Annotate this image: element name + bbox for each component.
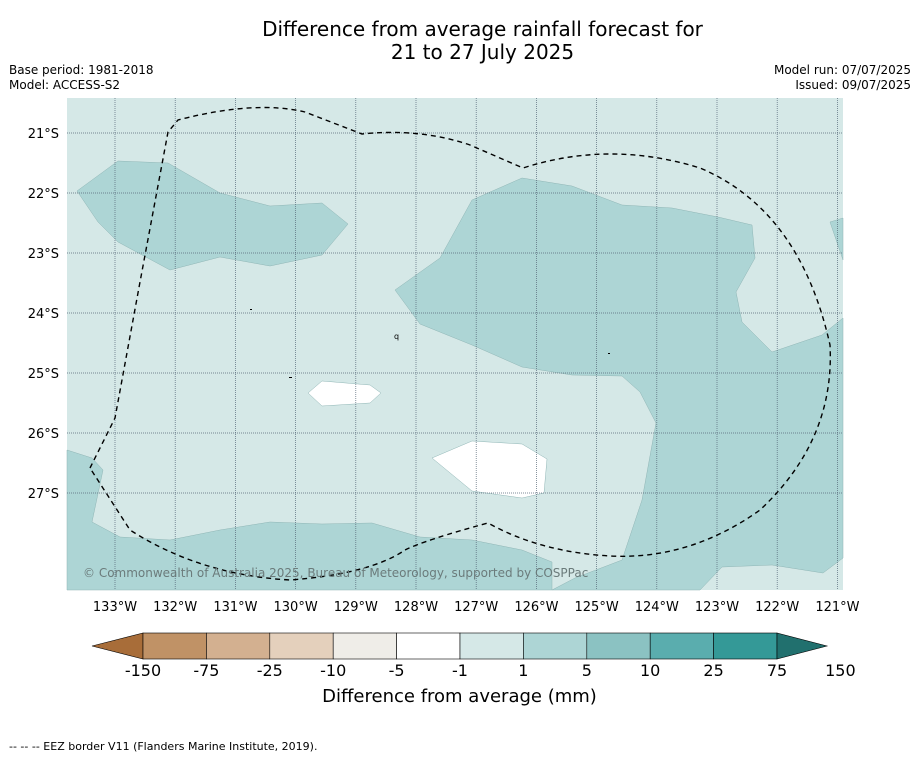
longitude-label: 128°W [394, 600, 438, 615]
colorbar-tick-label: 150 [825, 661, 856, 680]
map-title: Difference from average rainfall forecas… [0, 18, 919, 64]
island-speck [250, 309, 252, 310]
map-panel: q © Commonwealth of Australia 2025, Bure… [66, 98, 844, 591]
colorbar [91, 632, 829, 660]
colorbar-tick-label: 1 [518, 661, 529, 680]
latitude-label: 24°S [28, 307, 59, 322]
rain-5-10-central-patch [394, 177, 844, 591]
rain-5-10-west-patch [76, 160, 349, 271]
colorbar-tick-label: 75 [766, 661, 788, 680]
longitude-label: 127°W [454, 600, 498, 615]
meta-right: Model run: 07/07/2025 Issued: 09/07/2025 [774, 63, 911, 93]
longitude-label: 130°W [274, 600, 318, 615]
meta-left: Base period: 1981-2018 Model: ACCESS-S2 [9, 63, 154, 93]
longitude-label: 133°W [93, 600, 137, 615]
colorbar-title: Difference from average (mm) [322, 686, 597, 707]
title-line-2: 21 to 27 July 2025 [390, 40, 575, 64]
colorbar-bin [459, 632, 524, 660]
colorbar-tick-label: -1 [452, 661, 468, 680]
colorbar-bin [396, 632, 461, 660]
eez-legend-footer: -- -- -- EEZ border V11 (Flanders Marine… [9, 740, 318, 753]
colorbar-tick-label: -10 [320, 661, 347, 680]
colorbar-tick-label: -75 [193, 661, 220, 680]
latitude-labels: 21°S 22°S 23°S 24°S 25°S 26°S 27°S [28, 127, 59, 502]
latitude-label: 25°S [28, 367, 59, 382]
colorbar-bin [269, 632, 334, 660]
latitude-label: 26°S [28, 427, 59, 442]
island-speck [289, 377, 292, 378]
colorbar-bin [586, 632, 651, 660]
longitude-labels: 133°W 132°W 131°W 130°W 129°W 128°W 127°W 126°W… [93, 600, 860, 615]
rain-near-zero-patch-1 [307, 380, 382, 407]
rain-5-10-east-edge-patch [829, 217, 844, 261]
latitude-label: 23°S [28, 247, 59, 262]
longitude-label: 121°W [815, 600, 859, 615]
longitude-label: 122°W [755, 600, 799, 615]
longitude-label: 131°W [213, 600, 257, 615]
colorbar-tick-label: 10 [640, 661, 661, 680]
issued-date: Issued: 09/07/2025 [795, 78, 911, 92]
model-run: Model run: 07/07/2025 [773, 63, 911, 77]
longitude-label: 123°W [695, 600, 739, 615]
eez-border [89, 106, 832, 581]
island-specks: q [250, 309, 610, 378]
colorbar-extend-low [91, 632, 144, 660]
island-speck: q [394, 332, 399, 341]
colorbar-bin [649, 632, 714, 660]
colorbar-bin [523, 632, 588, 660]
colorbar-bin [713, 632, 778, 660]
colorbar-tick-label: 25 [703, 661, 724, 680]
gridlines [67, 98, 843, 590]
latitude-label: 21°S [28, 127, 59, 142]
colorbar-tick-label: -5 [388, 661, 405, 680]
island-speck [608, 353, 610, 354]
rain-5-10-southwest-patch [66, 449, 553, 591]
longitude-label: 126°W [514, 600, 558, 615]
colorbar-bin [142, 632, 207, 660]
longitude-label: 124°W [635, 600, 679, 615]
colorbar-bin [332, 632, 397, 660]
longitude-label: 129°W [334, 600, 378, 615]
colorbar-tick-label: -25 [256, 661, 283, 680]
model-name: Model: ACCESS-S2 [9, 78, 121, 92]
colorbar-extend-high [776, 632, 829, 660]
latitude-label: 22°S [28, 187, 59, 202]
longitude-label: 125°W [575, 600, 619, 615]
rain-near-zero-patch-2 [431, 440, 548, 499]
colorbar-bin [206, 632, 271, 660]
latitude-label: 27°S [28, 487, 59, 502]
base-period: Base period: 1981-2018 [9, 63, 154, 77]
title-line-1: Difference from average rainfall forecas… [262, 17, 703, 41]
longitude-label: 132°W [153, 600, 197, 615]
copyright-notice: © Commonwealth of Australia 2025, Bureau… [83, 566, 588, 580]
colorbar-tick-label: -150 [124, 661, 162, 680]
colorbar-tick-label: 5 [581, 661, 592, 680]
